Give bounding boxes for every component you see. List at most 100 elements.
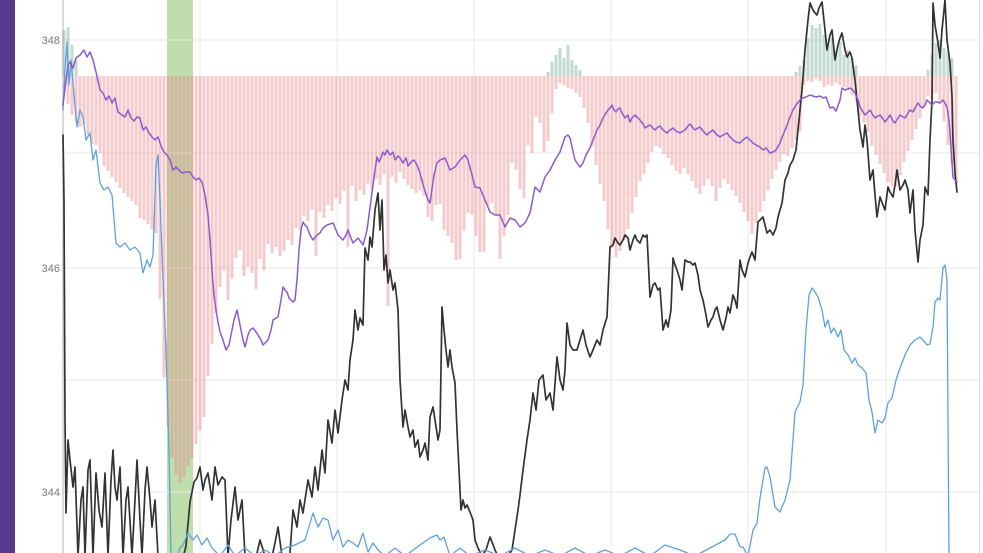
- depth-bar-down: [430, 76, 434, 221]
- depth-bar-down: [486, 76, 490, 206]
- depth-bar-down: [334, 76, 338, 198]
- depth-bar-down: [638, 76, 642, 181]
- depth-bar-down: [406, 76, 410, 185]
- depth-bar-down: [226, 76, 230, 300]
- depth-bar-down: [478, 76, 482, 252]
- depth-bar-down: [86, 76, 90, 135]
- depth-bar-down: [738, 76, 742, 203]
- depth-bar-down: [510, 76, 514, 163]
- depth-bar-down: [606, 76, 610, 229]
- depth-bar-down: [558, 76, 562, 83]
- depth-bar-down: [114, 76, 118, 182]
- depth-bar-down: [890, 76, 894, 186]
- depth-bar-down: [82, 76, 86, 124]
- depth-bar-down: [94, 76, 98, 145]
- depth-bar-down: [98, 76, 102, 153]
- depth-bar-down: [394, 76, 398, 183]
- depth-bar-up: [74, 60, 78, 76]
- depth-bar-down: [654, 76, 658, 146]
- depth-bar-down: [342, 76, 346, 191]
- depth-bar-down: [938, 76, 942, 102]
- depth-bar-down: [658, 76, 662, 148]
- series-blue-price-line: [62, 41, 950, 553]
- depth-bar-down: [786, 76, 790, 156]
- depth-bar-down: [466, 76, 470, 213]
- depth-bar-down: [458, 76, 462, 259]
- depth-bar-down: [438, 76, 442, 204]
- depth-bar-down: [150, 76, 154, 229]
- depth-bar-down: [934, 76, 938, 93]
- depth-bar-down: [414, 76, 418, 193]
- depth-bar-down: [794, 76, 798, 140]
- depth-bar-down: [126, 76, 130, 197]
- depth-bar-up: [570, 60, 574, 76]
- green-session-band: [167, 0, 193, 553]
- depth-bar-down: [894, 76, 898, 186]
- depth-bar-down: [254, 76, 258, 289]
- depth-bar-down: [250, 76, 254, 273]
- depth-bar-down: [834, 76, 838, 83]
- depth-bar-down: [170, 76, 174, 458]
- depth-bar-down: [218, 76, 222, 287]
- depth-bar-down: [598, 76, 602, 184]
- depth-bar-down: [462, 76, 466, 231]
- depth-bar-down: [746, 76, 750, 221]
- depth-bar-down: [482, 76, 486, 252]
- depth-bar-down: [178, 76, 182, 483]
- depth-bar-down: [722, 76, 726, 179]
- depth-bar-down: [914, 76, 918, 129]
- depth-bar-down: [826, 76, 830, 85]
- y-tick-label: 348: [42, 35, 60, 47]
- depth-bar-down: [70, 76, 74, 115]
- left-sidebar-rail: [0, 0, 15, 553]
- depth-bar-down: [258, 76, 262, 259]
- depth-bar-down: [922, 76, 926, 107]
- depth-bar-down: [778, 76, 782, 162]
- depth-bar-down: [802, 76, 806, 85]
- depth-bar-up: [810, 25, 814, 76]
- depth-bar-down: [470, 76, 474, 215]
- depth-bar-down: [622, 76, 626, 240]
- depth-bar-down: [770, 76, 774, 179]
- depth-bar-up: [934, 43, 938, 76]
- depth-bar-down: [214, 76, 218, 313]
- depth-bar-down: [714, 76, 718, 201]
- depth-bar-down: [422, 76, 426, 196]
- depth-bar-down: [610, 76, 614, 248]
- depth-bar-down: [354, 76, 358, 201]
- highlight-band: [167, 0, 193, 553]
- depth-bar-down: [822, 76, 826, 87]
- depth-bar-down: [554, 76, 558, 89]
- depth-bar-down: [898, 76, 902, 175]
- depth-bar-up: [814, 28, 818, 76]
- depth-bar-down: [498, 76, 502, 259]
- depth-bar-down: [310, 76, 314, 210]
- depth-bar-down: [166, 76, 170, 427]
- depth-bar-down: [514, 76, 518, 170]
- depth-bar-down: [750, 76, 754, 234]
- depth-bar-down: [242, 76, 246, 276]
- series-black-price-line: [62, 0, 958, 553]
- depth-bar-down: [298, 76, 302, 230]
- depth-bar-down: [506, 76, 510, 215]
- depth-bar-down: [418, 76, 422, 190]
- depth-bar-down: [574, 76, 578, 93]
- depth-bar-down: [454, 76, 458, 260]
- depth-bar-up: [946, 52, 950, 76]
- depth-bar-down: [490, 76, 494, 203]
- depth-bar-down: [118, 76, 122, 188]
- depth-bar-down: [862, 76, 866, 123]
- y-axis-tick-labels: 348 346 344: [42, 35, 60, 499]
- depth-bar-down: [294, 76, 298, 228]
- depth-bar-up: [578, 70, 582, 76]
- depth-bar-down: [190, 76, 194, 458]
- depth-bar-down: [494, 76, 498, 214]
- depth-bar-down: [662, 76, 666, 154]
- depth-bar-down: [502, 76, 506, 236]
- depth-bar-down: [726, 76, 730, 184]
- depth-bar-down: [774, 76, 778, 170]
- depth-bar-down: [134, 76, 138, 205]
- depth-bar-down: [198, 76, 202, 431]
